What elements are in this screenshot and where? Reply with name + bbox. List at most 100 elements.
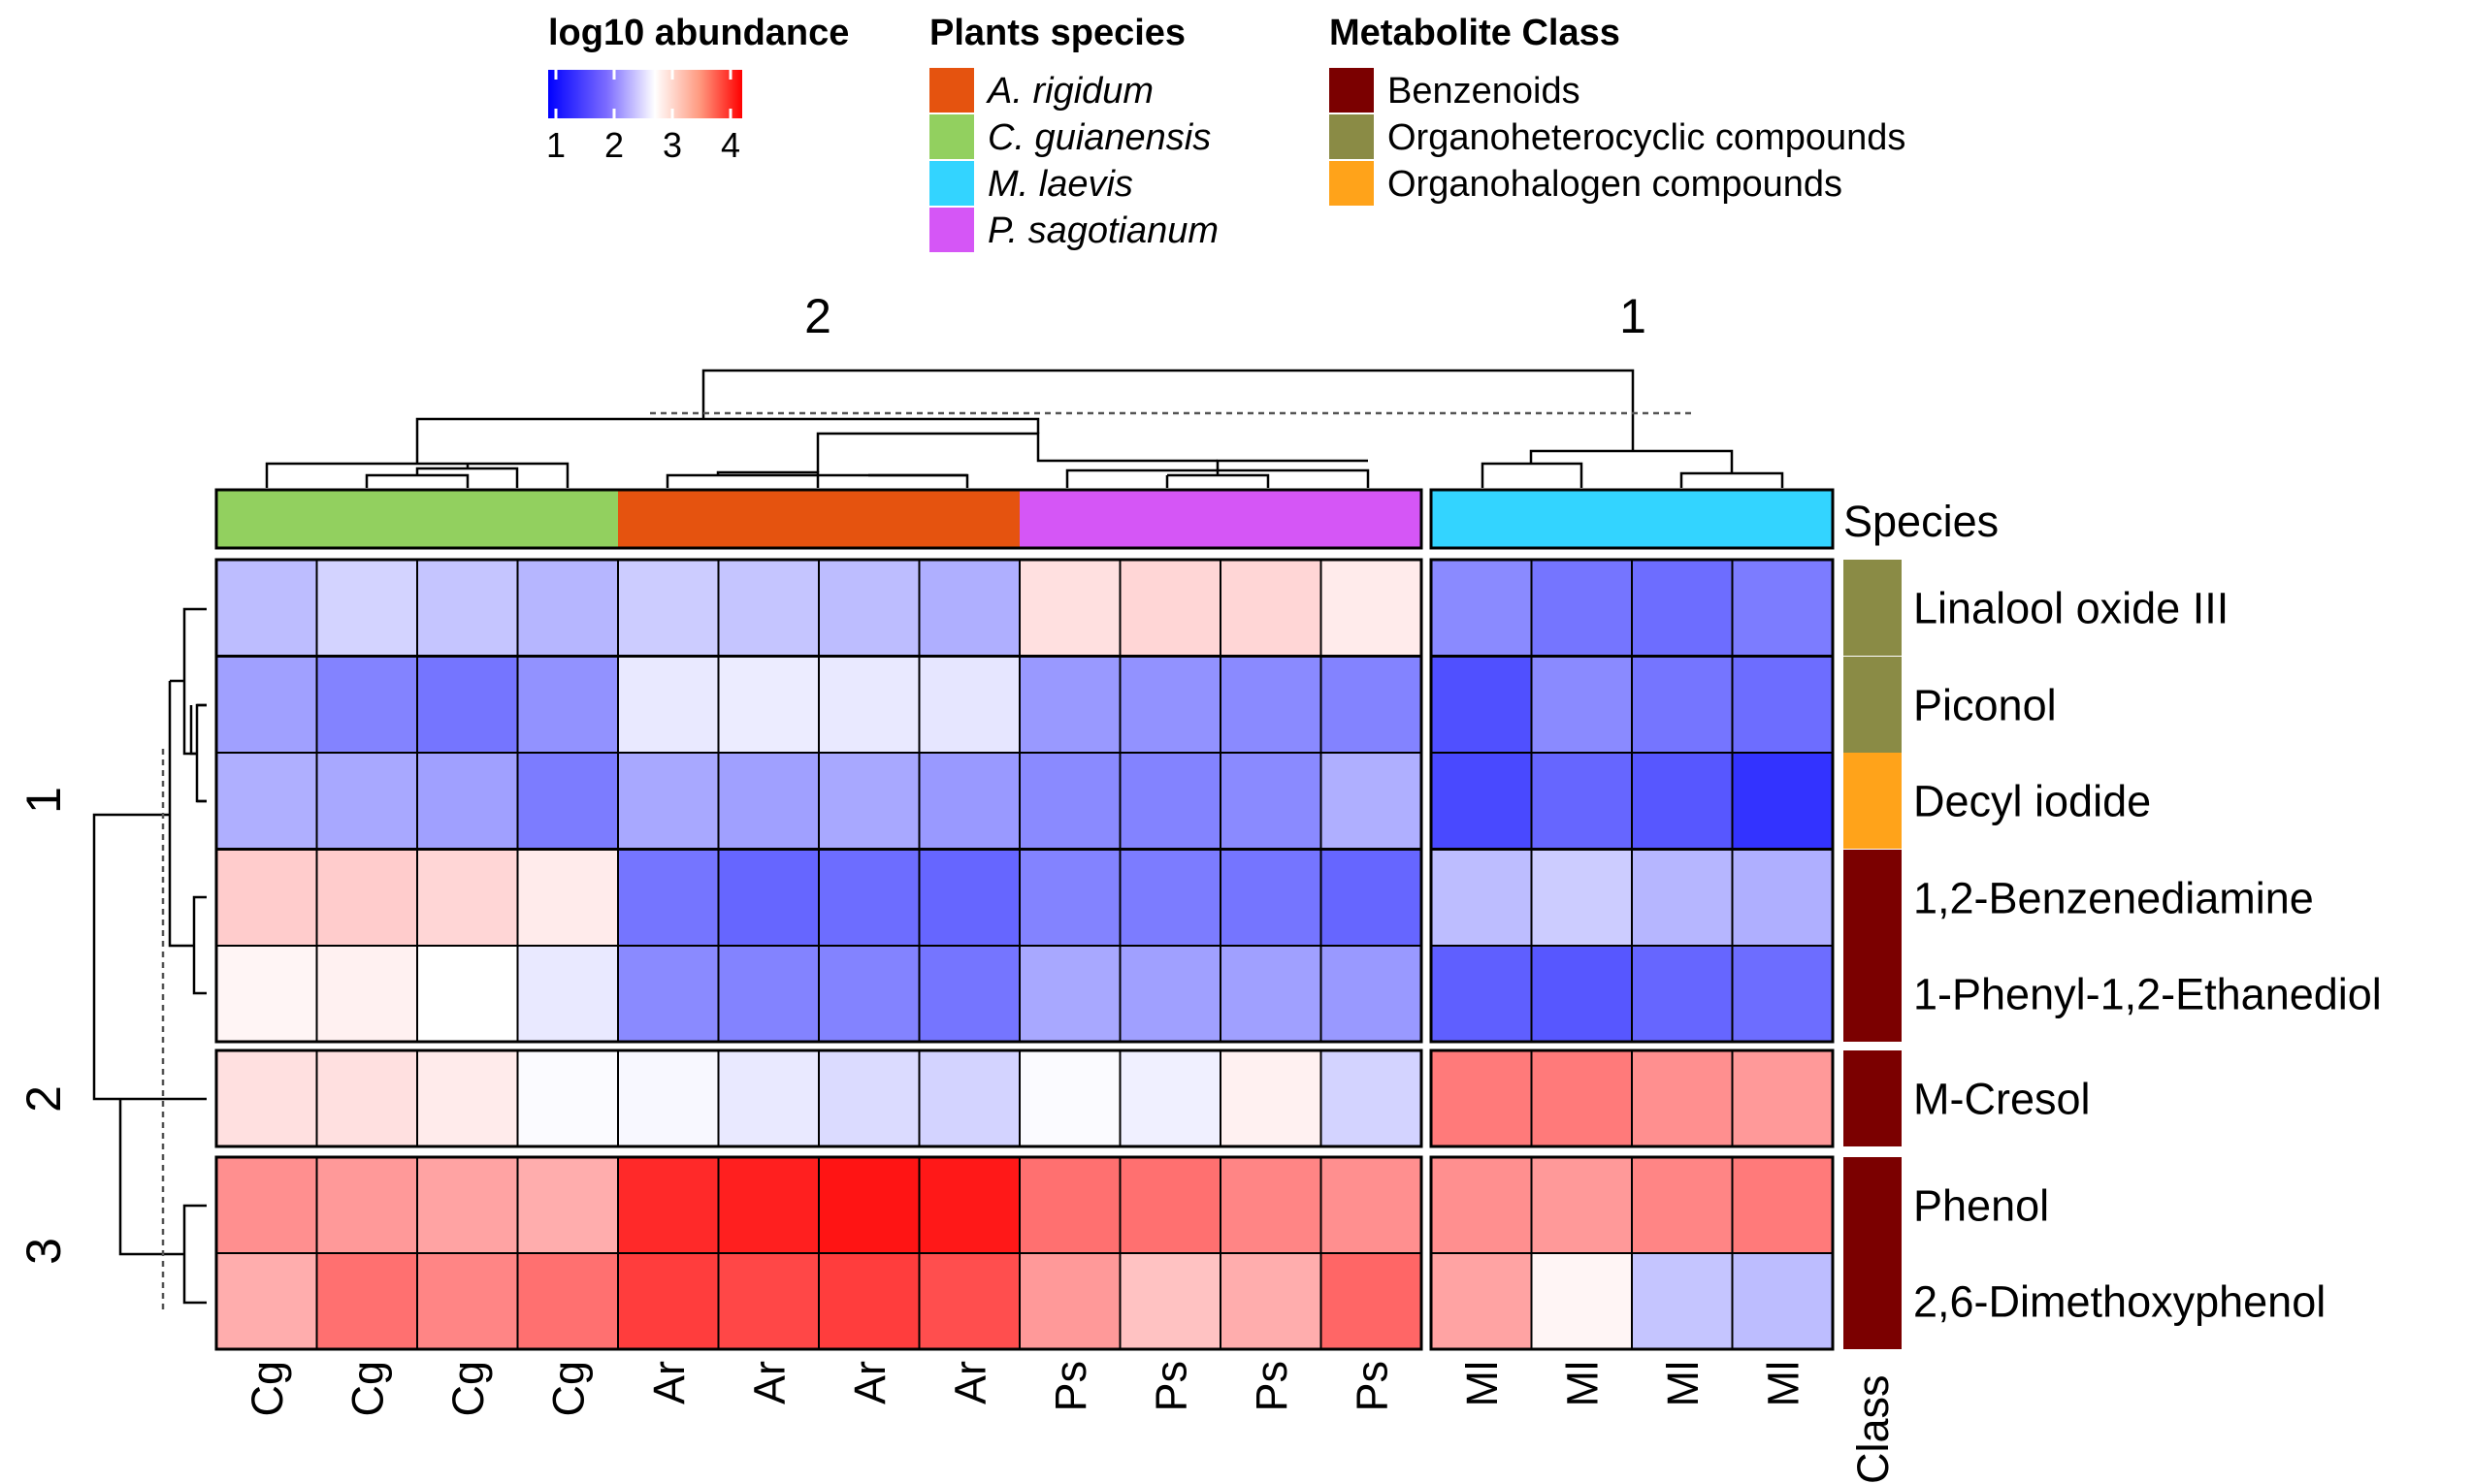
species-legend-title: Plants species bbox=[929, 13, 1186, 53]
class-label-organohalogen: Organohalogen compounds bbox=[1387, 164, 1842, 205]
heatmap-cell-m-cresol-ar-7 bbox=[918, 1049, 1021, 1147]
heatmap-cell-decyl-iodide-ml-12 bbox=[1430, 752, 1533, 850]
species-bar-cell-ar bbox=[919, 490, 1020, 548]
species-swatch-m-laevis bbox=[929, 161, 974, 206]
class-bar-cell-1-phenyl-1-2-ethanediol bbox=[1843, 946, 1902, 1042]
class-bar-cell-2-6-dimethoxyphenol bbox=[1843, 1253, 1902, 1349]
species-bar-cell-ps bbox=[1020, 490, 1121, 548]
heatmap-cell-linalool-oxide-iii-ar-7 bbox=[918, 559, 1021, 657]
heatmap-cell-piconol-ar-4 bbox=[617, 656, 720, 754]
species-bar-cell-cg bbox=[316, 490, 417, 548]
heatmap-cell-linalool-oxide-iii-ar-6 bbox=[818, 559, 921, 657]
species-bar-cell-ar bbox=[618, 490, 719, 548]
column-label-ar-7: Ar bbox=[945, 1361, 994, 1404]
heatmap-cell-phenol-cg-1 bbox=[315, 1156, 418, 1254]
heatmap-cell-1-2-benzenediamine-ar-5 bbox=[717, 849, 820, 947]
heatmap-cell-1-2-benzenediamine-ps-10 bbox=[1220, 849, 1322, 947]
heatmap-cell-1-2-benzenediamine-ar-6 bbox=[818, 849, 921, 947]
heatmap-cell-piconol-ar-5 bbox=[717, 656, 820, 754]
class-bar-cell-decyl-iodide bbox=[1843, 753, 1902, 849]
species-bar-cell-cg bbox=[517, 490, 618, 548]
species-bar-cell-ps bbox=[1320, 490, 1421, 548]
class-swatch-organoheterocyclic bbox=[1329, 114, 1374, 159]
heatmap-cell-1-2-benzenediamine-ps-11 bbox=[1319, 849, 1422, 947]
species-label-c-guianensis: C. guianensis bbox=[988, 117, 1211, 158]
heatmap-cell-1-phenyl-1-2-ethanediol-cg-3 bbox=[516, 945, 619, 1043]
heatmap-cell-decyl-iodide-ar-6 bbox=[818, 752, 921, 850]
species-bar-border-right bbox=[1429, 488, 1835, 550]
column-label-ps-8: Ps bbox=[1046, 1361, 1095, 1412]
row-split-label-1: 1 bbox=[16, 787, 71, 814]
heatmap-cell-m-cresol-ml-12 bbox=[1430, 1049, 1533, 1147]
species-bar-cell-ml bbox=[1431, 490, 1532, 548]
heatmap-cell-2-6-dimethoxyphenol-ar-7 bbox=[918, 1252, 1021, 1350]
column-label-ps-10: Ps bbox=[1247, 1361, 1296, 1412]
heatmap-cell-m-cresol-cg-2 bbox=[416, 1049, 519, 1147]
heatmap-cell-1-phenyl-1-2-ethanediol-ml-15 bbox=[1731, 945, 1834, 1043]
heatmap-cell-phenol-ar-6 bbox=[818, 1156, 921, 1254]
column-label-cg-2: Cg bbox=[443, 1361, 493, 1417]
heatmap-cell-decyl-iodide-ps-10 bbox=[1220, 752, 1322, 850]
class-label-benzenoids: Benzenoids bbox=[1387, 71, 1580, 112]
heatmap-cell-1-2-benzenediamine-ml-14 bbox=[1631, 849, 1734, 947]
heatmap-cell-linalool-oxide-iii-ps-9 bbox=[1119, 559, 1221, 657]
heatmap-cell-phenol-ar-4 bbox=[617, 1156, 720, 1254]
heatmap-cell-1-phenyl-1-2-ethanediol-ml-13 bbox=[1530, 945, 1633, 1043]
heatmap-cell-1-phenyl-1-2-ethanediol-ps-9 bbox=[1119, 945, 1221, 1043]
heatmap-cell-2-6-dimethoxyphenol-ar-6 bbox=[818, 1252, 921, 1350]
class-bar-cell-1-2-benzenediamine bbox=[1843, 850, 1902, 946]
abundance-tick-2: 2 bbox=[604, 125, 624, 165]
abundance-tick-4: 4 bbox=[721, 125, 740, 165]
column-split-label-2: 2 bbox=[804, 289, 831, 343]
row-label-1-phenyl-1-2-ethanediol: 1-Phenyl-1,2-Ethanediol bbox=[1913, 970, 2382, 1019]
heatmap-cell-linalool-oxide-iii-ml-13 bbox=[1530, 559, 1633, 657]
species-swatch-c-guianensis bbox=[929, 114, 974, 159]
heatmap-cell-1-phenyl-1-2-ethanediol-ar-5 bbox=[717, 945, 820, 1043]
heatmap-cell-1-2-benzenediamine-cg-0 bbox=[215, 849, 318, 947]
abundance-tick-1: 1 bbox=[546, 125, 566, 165]
heatmap-cell-2-6-dimethoxyphenol-cg-2 bbox=[416, 1252, 519, 1350]
heatmap-block-0-1 bbox=[1429, 558, 1835, 1044]
heatmap-cell-1-phenyl-1-2-ethanediol-cg-1 bbox=[315, 945, 418, 1043]
heatmap-cell-2-6-dimethoxyphenol-ml-15 bbox=[1731, 1252, 1834, 1350]
heatmap-cell-phenol-ps-11 bbox=[1319, 1156, 1422, 1254]
heatmap-cell-m-cresol-ar-6 bbox=[818, 1049, 921, 1147]
heatmap-cell-piconol-ps-11 bbox=[1319, 656, 1422, 754]
column-label-ml-14: Ml bbox=[1658, 1361, 1708, 1406]
row-label-decyl-iodide: Decyl iodide bbox=[1913, 777, 2151, 826]
heatmap-block-2-0 bbox=[214, 1155, 1423, 1351]
abundance-colorbar-ticks bbox=[554, 70, 732, 118]
species-annotation-label: Species bbox=[1843, 497, 1999, 546]
species-legend: Plants species A. rigidum C. guianensis … bbox=[929, 13, 1219, 252]
heatmap-cell-decyl-iodide-ps-9 bbox=[1119, 752, 1221, 850]
species-label-a-rigidum: A. rigidum bbox=[986, 71, 1154, 112]
heatmap-cell-m-cresol-ps-11 bbox=[1319, 1049, 1422, 1147]
heatmap-cell-2-6-dimethoxyphenol-cg-0 bbox=[215, 1252, 318, 1350]
heatmap-cell-phenol-cg-3 bbox=[516, 1156, 619, 1254]
row-label-piconol: Piconol bbox=[1913, 681, 2057, 730]
species-bar-cell-ar bbox=[819, 490, 920, 548]
column-label-ps-11: Ps bbox=[1347, 1361, 1396, 1412]
species-bar-cell-ar bbox=[718, 490, 819, 548]
heatmap-cell-m-cresol-cg-1 bbox=[315, 1049, 418, 1147]
column-label-ml-15: Ml bbox=[1758, 1361, 1807, 1406]
class-annotation-bar bbox=[1843, 560, 1902, 1349]
heatmap-cell-piconol-ps-8 bbox=[1019, 656, 1122, 754]
species-swatch-a-rigidum bbox=[929, 68, 974, 113]
heatmap-cell-m-cresol-ml-13 bbox=[1530, 1049, 1633, 1147]
heatmap-cell-linalool-oxide-iii-ar-5 bbox=[717, 559, 820, 657]
class-bar-cell-m-cresol bbox=[1843, 1050, 1902, 1146]
heatmap-block-0-0 bbox=[214, 558, 1423, 1044]
heatmap-cell-2-6-dimethoxyphenol-cg-3 bbox=[516, 1252, 619, 1350]
heatmap-cells bbox=[215, 559, 1834, 1350]
species-bar-cell-ml bbox=[1632, 490, 1733, 548]
heatmap-cell-m-cresol-ml-15 bbox=[1731, 1049, 1834, 1147]
row-split-label-3: 3 bbox=[16, 1238, 71, 1265]
species-bar-cell-cg bbox=[216, 490, 317, 548]
heatmap-cell-piconol-cg-0 bbox=[215, 656, 318, 754]
heatmap-cell-linalool-oxide-iii-cg-1 bbox=[315, 559, 418, 657]
heatmap-cell-1-phenyl-1-2-ethanediol-ar-4 bbox=[617, 945, 720, 1043]
heatmap-cell-decyl-iodide-ar-4 bbox=[617, 752, 720, 850]
abundance-legend: log10 abundance 1 2 3 4 bbox=[546, 13, 849, 165]
